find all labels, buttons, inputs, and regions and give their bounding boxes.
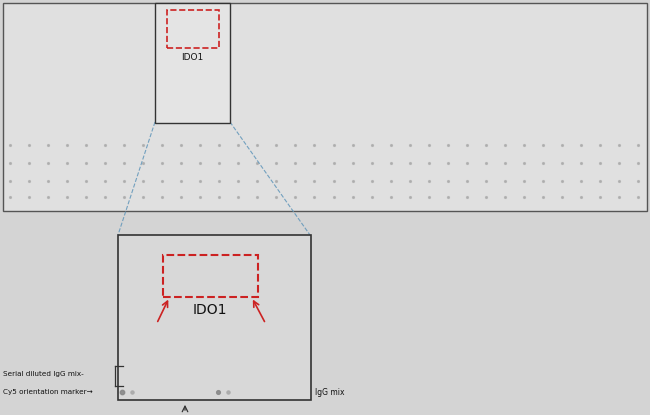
Bar bbox=[3, 3, 647, 211]
Text: Cy5 orientation marker→: Cy5 orientation marker→ bbox=[3, 389, 93, 395]
Text: IDO1: IDO1 bbox=[193, 303, 227, 317]
Text: IDO1: IDO1 bbox=[181, 54, 203, 63]
Bar bbox=[118, 235, 311, 400]
Text: IgG mix: IgG mix bbox=[315, 388, 344, 396]
Bar bbox=[163, 255, 258, 297]
Text: Serial diluted IgG mix-: Serial diluted IgG mix- bbox=[3, 371, 84, 377]
Bar bbox=[155, 3, 230, 123]
Bar bbox=[167, 10, 219, 48]
